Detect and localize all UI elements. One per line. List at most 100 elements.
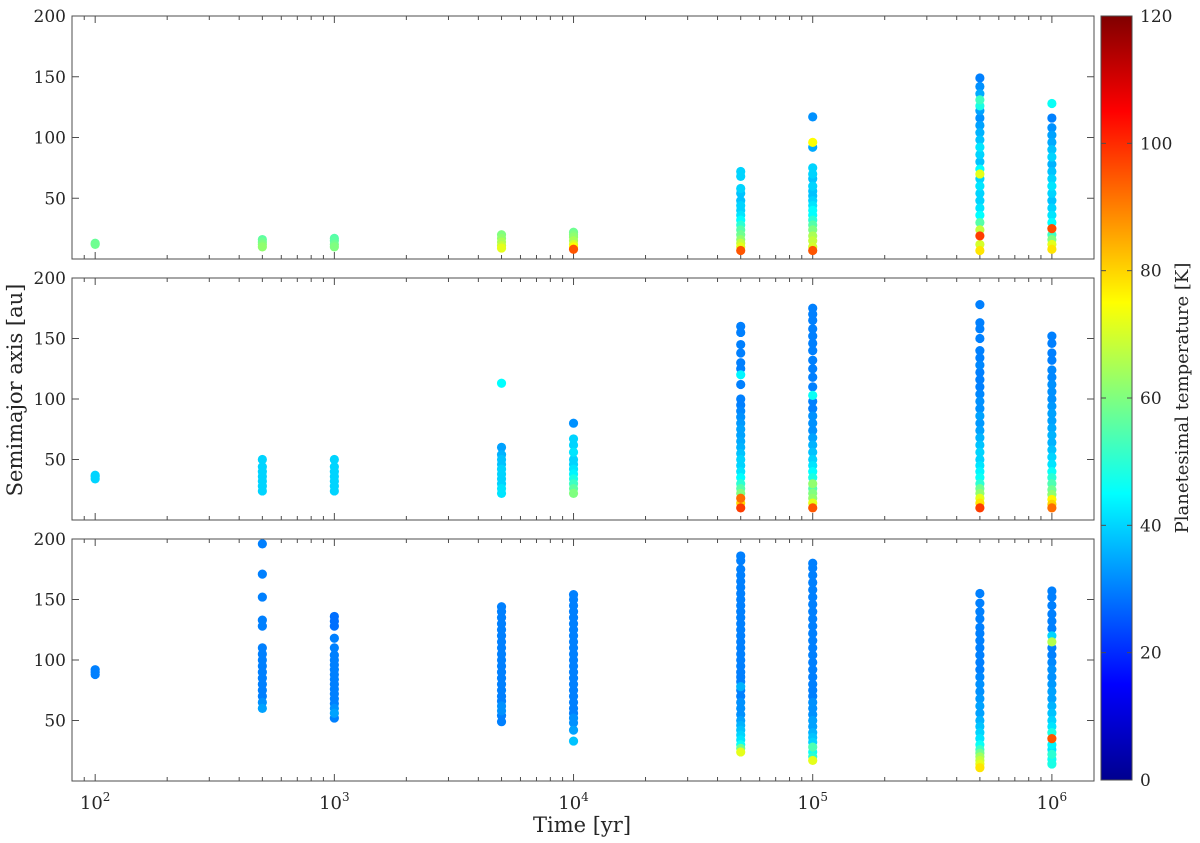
scatter-point xyxy=(736,424,746,434)
scatter-point xyxy=(496,464,507,474)
scatter-point xyxy=(568,244,579,254)
scatter-point xyxy=(808,607,818,617)
scatter-point xyxy=(808,331,818,341)
scatter-point xyxy=(975,203,985,213)
scatter-point xyxy=(568,590,579,600)
scatter-point xyxy=(736,682,746,692)
scatter-point xyxy=(496,378,507,388)
scatter-point xyxy=(975,665,985,675)
scatter-point xyxy=(975,318,985,328)
scatter-point xyxy=(1047,387,1057,397)
panel-points xyxy=(90,300,1057,513)
colorbar-tick-label: 60 xyxy=(1140,389,1162,409)
scatter-point xyxy=(975,396,985,407)
scatter-point xyxy=(975,210,985,220)
scatter-point xyxy=(1047,152,1057,162)
scatter-point xyxy=(568,418,579,428)
x-tick-label: 103 xyxy=(319,790,350,814)
scatter-point xyxy=(808,338,818,348)
scatter-point xyxy=(975,607,985,617)
scatter-point xyxy=(808,657,818,668)
scatter-point xyxy=(1047,137,1057,147)
scatter-point xyxy=(808,324,818,334)
scatter-point xyxy=(1047,181,1057,191)
scatter-point xyxy=(975,643,985,653)
scatter-point xyxy=(1047,348,1057,358)
scatter-point xyxy=(975,425,985,436)
scatter-point xyxy=(736,200,746,211)
y-tick-label: 100 xyxy=(34,651,66,671)
panel-points xyxy=(90,539,1057,773)
scatter-point xyxy=(568,447,579,457)
scatter-point xyxy=(975,375,985,385)
scatter-point xyxy=(1047,694,1057,704)
scatter-point xyxy=(736,747,746,757)
scatter-point xyxy=(1047,423,1057,433)
x-axis-title: Time [yr] xyxy=(533,813,631,837)
scatter-point xyxy=(736,321,746,331)
scatter-point xyxy=(975,95,985,105)
scatter-point xyxy=(975,346,985,356)
scatter-point xyxy=(329,611,339,622)
scatter-point xyxy=(257,539,267,549)
scatter-point xyxy=(1047,210,1057,220)
scatter-point xyxy=(1047,196,1057,206)
colorbar: 0 20 40 60 80 100 120 Planetesimal temperature… xyxy=(1100,7,1193,791)
colorbar-tick-label: 100 xyxy=(1140,134,1172,154)
panel-frame xyxy=(71,15,1095,260)
scatter-point xyxy=(1047,686,1057,697)
scatter-point xyxy=(975,679,985,689)
scatter-point xyxy=(257,643,267,653)
scatter-point xyxy=(808,621,818,631)
x-tick-label: 105 xyxy=(797,790,828,814)
scatter-point xyxy=(736,551,746,561)
y-tick-label: 150 xyxy=(34,330,66,350)
panel-1: 50 100 150 200 xyxy=(34,7,1095,260)
scatter-point xyxy=(1047,408,1057,419)
scatter-point xyxy=(1047,224,1057,234)
scatter-point xyxy=(808,643,818,653)
scatter-point xyxy=(1047,749,1057,759)
scatter-point xyxy=(329,242,339,252)
scatter-point xyxy=(257,454,267,465)
scatter-point xyxy=(1047,355,1057,365)
scatter-point xyxy=(1047,123,1057,133)
scatter-point xyxy=(808,599,818,609)
scatter-point xyxy=(736,166,746,177)
scatter-point xyxy=(1047,616,1057,626)
y-tick-label: 50 xyxy=(44,189,66,209)
scatter-point xyxy=(975,672,985,682)
scatter-point xyxy=(808,181,818,191)
scatter-point xyxy=(568,725,579,735)
scatter-point xyxy=(568,454,579,465)
scatter-point xyxy=(808,479,818,489)
scatter-point xyxy=(496,701,507,711)
scatter-point xyxy=(1047,188,1057,198)
scatter-point xyxy=(736,339,746,350)
panel-frame xyxy=(71,277,1095,521)
scatter-point xyxy=(975,120,985,130)
scatter-point xyxy=(975,142,985,152)
scatter-point xyxy=(975,217,985,228)
y-tick-label: 150 xyxy=(34,591,66,611)
scatter-point xyxy=(808,433,818,443)
scatter-point xyxy=(808,742,818,752)
scatter-point xyxy=(975,389,985,399)
scatter-point xyxy=(808,679,818,689)
scatter-point xyxy=(975,622,985,632)
scatter-point xyxy=(808,628,818,638)
scatter-point xyxy=(329,650,339,660)
panel-2: 50 100 150 200 xyxy=(34,269,1095,521)
scatter-point xyxy=(808,137,818,147)
scatter-point xyxy=(1047,445,1057,455)
panel-frame xyxy=(71,538,1095,782)
scatter-point xyxy=(975,181,985,191)
colorbar-tick-label: 80 xyxy=(1140,262,1162,282)
scatter-point xyxy=(1047,365,1057,375)
x-tick-label: 106 xyxy=(1037,790,1068,814)
colorbar-gradient xyxy=(1100,15,1133,781)
scatter-point xyxy=(975,657,985,668)
scatter-point xyxy=(736,697,746,707)
scatter-point xyxy=(736,564,746,574)
scatter-point xyxy=(808,697,818,707)
